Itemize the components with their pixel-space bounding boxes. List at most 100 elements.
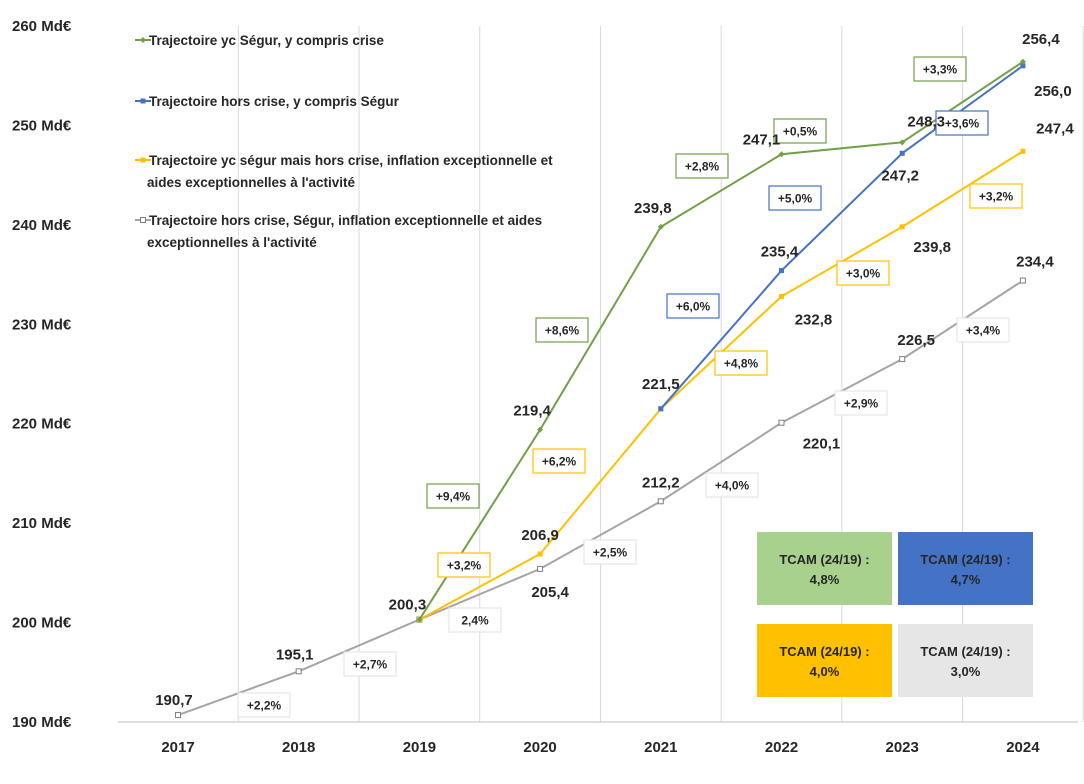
value-label: 195,1 — [276, 646, 314, 663]
value-label: 234,4 — [1016, 254, 1054, 271]
value-label: 247,1 — [743, 131, 781, 148]
y-tick-label: 240 Md€ — [12, 217, 72, 234]
growth-label-box — [935, 110, 989, 136]
tcam-value: 4,7% — [951, 572, 981, 587]
y-tick-label: 250 Md€ — [12, 117, 72, 134]
data-point — [657, 498, 664, 505]
data-point — [1019, 277, 1026, 284]
x-tick-label: 2024 — [1006, 739, 1040, 756]
growth-label: +4,8% — [724, 357, 759, 371]
tcam-label: TCAM (24/19) : — [779, 552, 869, 567]
x-tick-label: 2017 — [161, 739, 194, 756]
tcam-label: TCAM (24/19) : — [779, 644, 869, 659]
value-label: 190,7 — [155, 692, 193, 709]
y-tick-label: 220 Md€ — [12, 416, 72, 433]
tcam-value: 4,8% — [810, 572, 840, 587]
legend-label: exceptionnelles à l'activité — [147, 235, 317, 250]
growth-label-box — [583, 539, 637, 565]
legend-label: Trajectoire hors crise, Ségur, inflation… — [149, 213, 542, 228]
value-label: 239,8 — [913, 239, 951, 256]
y-axis: 190 Md€ 200 Md€ 210 Md€ 220 Md€ 230 Md€ 240 M… — [12, 18, 72, 731]
data-point — [1020, 63, 1026, 69]
data-point — [778, 419, 785, 426]
growth-label-box — [768, 185, 822, 211]
legend-label: Trajectoire yc ségur mais hors crise, in… — [149, 153, 553, 168]
data-point — [899, 224, 905, 230]
data-point — [537, 551, 543, 557]
growth-label-box — [773, 118, 827, 144]
value-label: 212,2 — [642, 474, 680, 491]
growth-label: +9,4% — [436, 490, 471, 504]
tcam-box — [898, 624, 1033, 697]
tcam-box — [757, 624, 892, 697]
legend-marker — [140, 157, 146, 163]
legend-marker — [140, 37, 146, 43]
value-label: 205,4 — [531, 584, 569, 601]
x-tick-label: 2018 — [282, 739, 315, 756]
value-label: 248,3 — [907, 113, 945, 130]
growth-label-box — [836, 260, 890, 286]
growth-label: +3,2% — [447, 559, 482, 573]
x-tick-label: 2020 — [523, 739, 556, 756]
data-point — [175, 712, 181, 719]
y-tick-label: 260 Md€ — [12, 18, 72, 35]
growth-label: +3,0% — [846, 267, 881, 281]
value-label: 221,5 — [642, 376, 680, 393]
data-point — [657, 223, 664, 230]
growth-label-box — [714, 350, 768, 376]
growth-label: +2,8% — [685, 160, 720, 174]
tcam-boxes: TCAM (24/19) : 4,8% TCAM (24/19) : 4,7% TCAM… — [757, 532, 1033, 697]
data-point — [537, 565, 544, 572]
x-tick-label: 2023 — [886, 739, 919, 756]
growth-label: +8,6% — [545, 324, 580, 338]
growth-label: +3,3% — [923, 63, 958, 77]
growth-label-box — [532, 448, 586, 474]
value-label: 232,8 — [795, 311, 833, 328]
data-point — [899, 356, 906, 363]
value-label: 256,0 — [1034, 83, 1072, 100]
growth-labels: +9,4% +8,6% +2,8% +0,5% +3,3% +6,0% +5,0% +3,6%… — [237, 56, 1023, 718]
value-label: 200,3 — [389, 597, 427, 614]
x-axis: 2017 2018 2019 2020 2021 2022 2023 2024 — [161, 739, 1040, 756]
growth-label: +2,7% — [353, 658, 388, 672]
data-point — [537, 426, 544, 433]
growth-label: +2,5% — [593, 546, 628, 560]
growth-label-box — [675, 153, 729, 179]
value-label: 247,2 — [881, 167, 919, 184]
growth-label: +3,6% — [945, 117, 980, 131]
tcam-box — [898, 532, 1033, 605]
tcam-box — [757, 532, 892, 605]
value-label: 235,4 — [761, 244, 799, 261]
growth-label-box — [426, 483, 480, 509]
growth-label: +5,0% — [778, 192, 813, 206]
data-point — [778, 151, 785, 158]
tcam-value: 3,0% — [951, 664, 981, 679]
growth-label: +3,4% — [966, 324, 1001, 338]
series-group — [175, 58, 1026, 719]
growth-label-box — [237, 692, 291, 718]
data-point — [899, 139, 906, 146]
growth-label: 2,4% — [461, 614, 489, 628]
growth-label: +4,0% — [715, 479, 750, 493]
value-label: 206,9 — [521, 527, 559, 544]
tcam-label: TCAM (24/19) : — [920, 644, 1010, 659]
growth-label: +6,0% — [676, 300, 711, 314]
value-label: 226,5 — [897, 332, 935, 349]
data-point — [658, 406, 664, 412]
value-label: 239,8 — [634, 200, 672, 217]
tcam-value: 4,0% — [810, 664, 840, 679]
y-tick-label: 200 Md€ — [12, 615, 72, 632]
y-tick-label: 210 Md€ — [12, 515, 72, 532]
growth-label: +3,2% — [979, 190, 1014, 204]
tcam-label: TCAM (24/19) : — [920, 552, 1010, 567]
value-label: 247,4 — [1036, 120, 1074, 137]
x-tick-label: 2022 — [765, 739, 798, 756]
growth-label: +2,9% — [844, 397, 879, 411]
legend-label: Trajectoire yc Ségur, y compris crise — [149, 33, 384, 48]
growth-label: +2,2% — [247, 699, 282, 713]
value-label: 220,1 — [803, 436, 841, 453]
data-point — [1019, 58, 1026, 65]
growth-label-box — [834, 390, 888, 416]
legend-label: aides exceptionnelles à l'activité — [147, 175, 356, 190]
growth-label-box — [913, 56, 967, 82]
